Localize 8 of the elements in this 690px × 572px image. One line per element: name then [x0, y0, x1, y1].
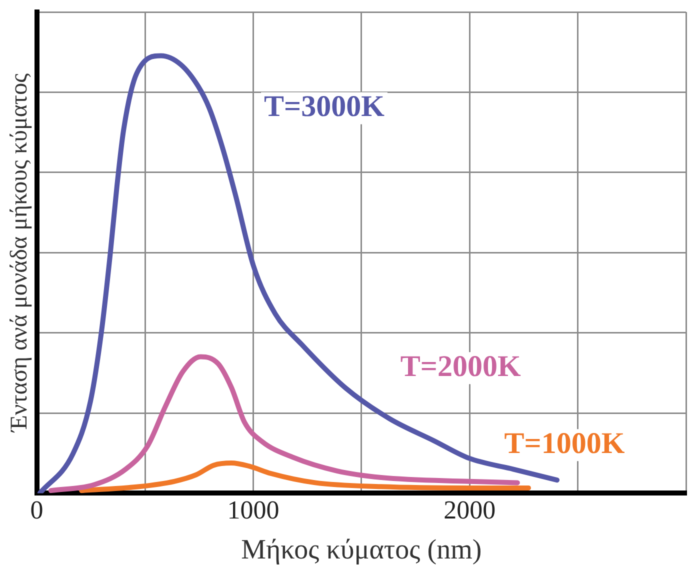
series-label: T=3000K [264, 90, 386, 123]
series-label: T=1000K [504, 426, 626, 460]
x-tick-label: 0 [30, 496, 44, 525]
y-axis-title: Ένταση ανά μονάδα μήκους κύματος [6, 72, 33, 433]
text: T=2000K [400, 350, 522, 383]
x-tick-label: 1000 [227, 496, 280, 525]
x-axis-title: Μήκος κύματος (nm) [241, 534, 482, 566]
x-tick-label: 2000 [444, 496, 496, 525]
